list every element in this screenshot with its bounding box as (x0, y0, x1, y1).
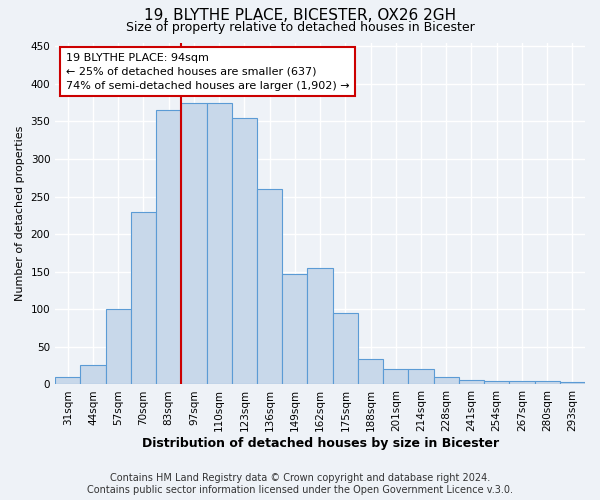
Bar (434, 377, 459, 384)
Bar (409, 368, 434, 384)
Text: Contains HM Land Registry data © Crown copyright and database right 2024.
Contai: Contains HM Land Registry data © Crown c… (87, 474, 513, 495)
Bar (535, 382, 560, 384)
Bar (358, 359, 383, 384)
Bar (156, 110, 181, 384)
Text: 19 BLYTHE PLACE: 94sqm
← 25% of detached houses are smaller (637)
74% of semi-de: 19 BLYTHE PLACE: 94sqm ← 25% of detached… (66, 53, 349, 91)
Y-axis label: Number of detached properties: Number of detached properties (15, 126, 25, 301)
Bar (560, 382, 585, 384)
Bar (55, 377, 80, 384)
Bar (484, 382, 509, 384)
Text: 19, BLYTHE PLACE, BICESTER, OX26 2GH: 19, BLYTHE PLACE, BICESTER, OX26 2GH (144, 8, 456, 22)
Bar (206, 102, 232, 384)
Bar (307, 268, 332, 384)
X-axis label: Distribution of detached houses by size in Bicester: Distribution of detached houses by size … (142, 437, 499, 450)
Bar (509, 382, 535, 384)
Bar (282, 274, 307, 384)
Bar (232, 118, 257, 384)
Bar (131, 212, 156, 384)
Bar (459, 380, 484, 384)
Text: Size of property relative to detached houses in Bicester: Size of property relative to detached ho… (125, 21, 475, 34)
Bar (383, 368, 409, 384)
Bar (80, 365, 106, 384)
Bar (332, 313, 358, 384)
Bar (181, 102, 206, 384)
Bar (106, 310, 131, 384)
Bar (257, 189, 282, 384)
